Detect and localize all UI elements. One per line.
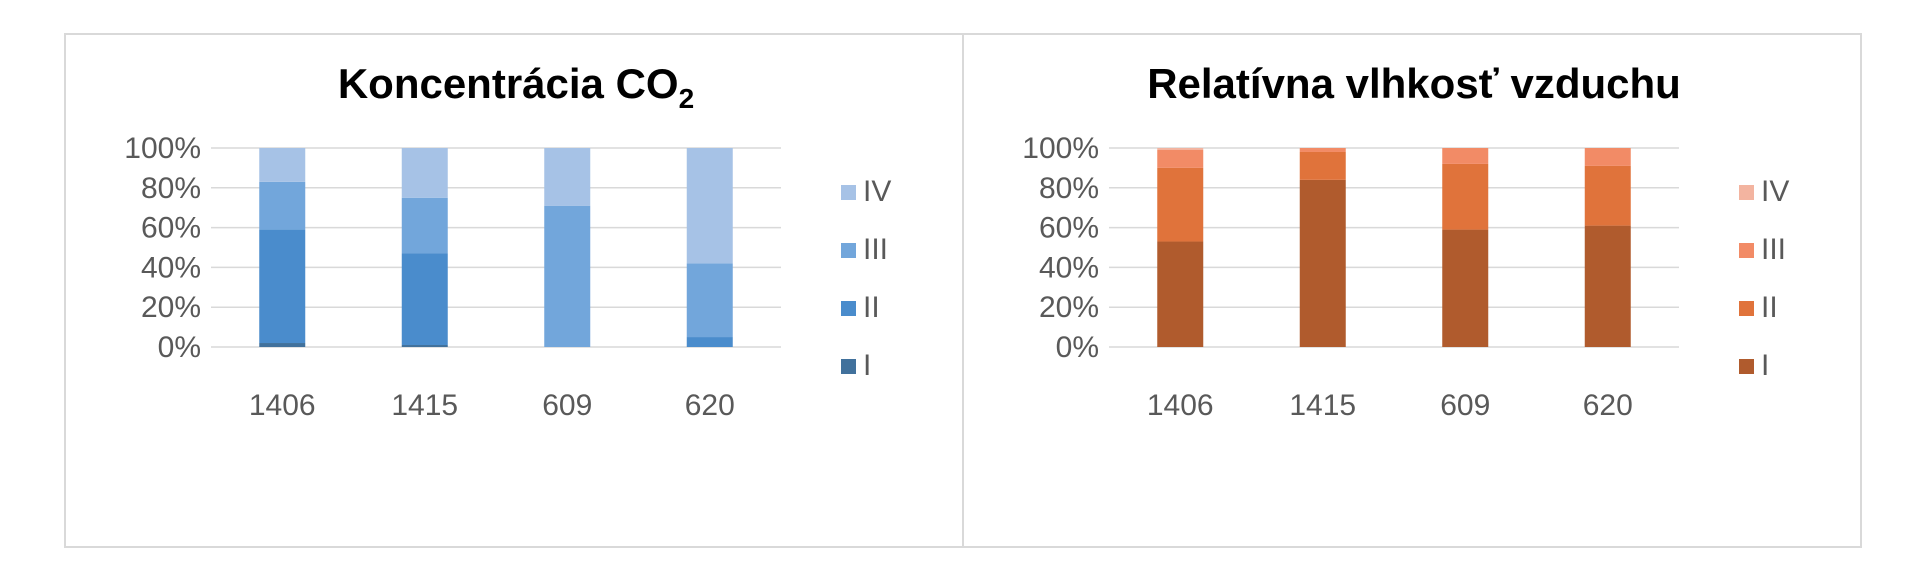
bar-segment-i-1415 — [401, 345, 448, 347]
bar-segment-iv-1415 — [401, 148, 448, 198]
bar-segment-ii-1406 — [259, 229, 306, 344]
x-tick-label: 1406 — [249, 389, 316, 422]
bar-segment-iii-1415 — [401, 197, 448, 254]
bar-segment-ii-1406 — [1157, 167, 1204, 242]
y-tick-label: 60% — [1039, 212, 1099, 245]
legend-swatch-iii — [1739, 243, 1754, 258]
bar-segment-i-609 — [1442, 229, 1489, 347]
bar-segment-iv-609 — [544, 148, 591, 206]
y-tick-label: 0% — [158, 331, 201, 364]
bar-segment-ii-1415 — [401, 253, 448, 346]
x-tick-label: 620 — [1583, 389, 1633, 422]
legend-label-i: I — [863, 349, 871, 382]
bar-segment-iii-609 — [544, 205, 591, 347]
x-tick-label: 1415 — [1289, 389, 1356, 422]
bar-segment-ii-1415 — [1299, 151, 1346, 180]
y-tick-label: 20% — [141, 291, 201, 324]
x-tick-label: 609 — [1440, 389, 1490, 422]
humidity-chart: Relatívna vlhkosť vzduchu 0% 20% 40% 60% 80% 1… — [1022, 60, 1789, 422]
y-tick-label: 100% — [124, 132, 201, 165]
x-tick-label: 609 — [542, 389, 592, 422]
y-tick-label: 40% — [141, 251, 201, 284]
legend-label-ii: II — [863, 291, 880, 324]
y-tick-label: 0% — [1056, 331, 1099, 364]
bar-segment-i-620 — [1584, 225, 1631, 347]
y-tick-label: 100% — [1022, 132, 1099, 165]
y-tick-label: 60% — [141, 212, 201, 245]
legend-label-iii: III — [1761, 233, 1786, 266]
legend-swatch-i — [841, 359, 856, 374]
legend-label-iv: IV — [863, 175, 891, 208]
x-tick-label: 1415 — [391, 389, 458, 422]
chart-panel-humidity: Relatívna vlhkosť vzduchu 0% 20% 40% 60% 80% 1… — [962, 33, 1862, 548]
bar-segment-iii-609 — [1442, 148, 1489, 164]
legend-swatch-iii — [841, 243, 856, 258]
chart-title-subscript: 2 — [679, 83, 695, 114]
bar-segment-i-1406 — [259, 343, 306, 347]
chart-title: Relatívna vlhkosť vzduchu — [1147, 60, 1681, 107]
bar-segment-iii-620 — [686, 263, 733, 338]
co2-chart: Koncentrácia CO2 0% 20% 40% 60% 80% 100% 1406 14… — [124, 60, 891, 422]
legend-swatch-iv — [841, 185, 856, 200]
bar-segment-iii-620 — [1584, 148, 1631, 166]
legend-label-iv: IV — [1761, 175, 1789, 208]
legend-swatch-iv — [1739, 185, 1754, 200]
bar-segment-iii-1406 — [1157, 149, 1204, 168]
bar-segment-i-1406 — [1157, 241, 1204, 347]
y-tick-label: 20% — [1039, 291, 1099, 324]
legend-swatch-i — [1739, 359, 1754, 374]
bar-segment-i-1415 — [1299, 179, 1346, 347]
legend-label-iii: III — [863, 233, 888, 266]
legend-swatch-ii — [841, 301, 856, 316]
bar-segment-iv-620 — [686, 148, 733, 264]
y-tick-label: 80% — [141, 172, 201, 205]
chart-panel-co2: Koncentrácia CO2 0% 20% 40% 60% 80% 100% 1406 14… — [64, 33, 964, 548]
bar-segment-ii-609 — [1442, 163, 1489, 230]
bar-segment-iii-1415 — [1299, 148, 1346, 152]
bar-segment-ii-620 — [686, 337, 733, 347]
y-tick-label: 80% — [1039, 172, 1099, 205]
bar-segment-iv-1406 — [1157, 148, 1204, 150]
x-tick-label: 620 — [685, 389, 735, 422]
bar-segment-ii-620 — [1584, 165, 1631, 226]
bar-segment-iii-1406 — [259, 181, 306, 230]
y-tick-label: 40% — [1039, 251, 1099, 284]
bar-segment-iv-1406 — [259, 148, 306, 182]
legend-swatch-ii — [1739, 301, 1754, 316]
x-tick-label: 1406 — [1147, 389, 1214, 422]
chart-title: Koncentrácia CO2 — [338, 60, 694, 114]
legend-label-ii: II — [1761, 291, 1778, 324]
legend-label-i: I — [1761, 349, 1769, 382]
